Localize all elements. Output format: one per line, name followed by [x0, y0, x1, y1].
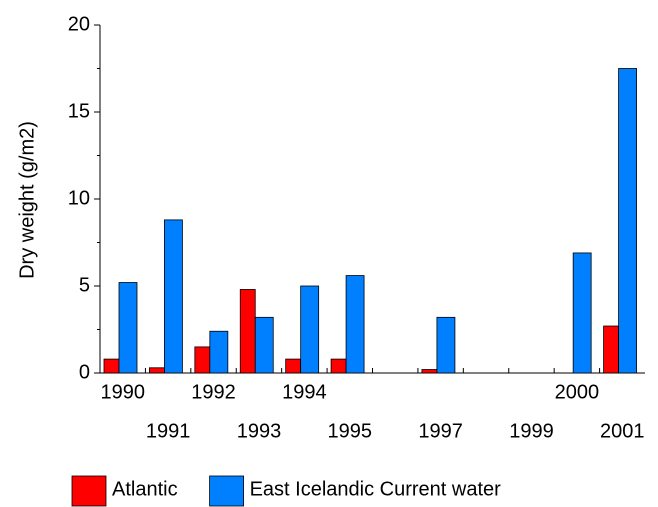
- y-tick-label: 10: [68, 187, 90, 209]
- bar: [149, 367, 165, 374]
- bar: [209, 330, 229, 374]
- x-tick-label: 1994: [282, 381, 327, 403]
- y-tick-label: 20: [68, 13, 90, 35]
- x-tick-label: 1990: [100, 381, 145, 403]
- bar: [330, 358, 347, 374]
- bar: [345, 275, 365, 374]
- bar: [603, 325, 619, 374]
- x-tick-label: 1999: [509, 420, 554, 442]
- legend-swatch: [71, 475, 107, 507]
- y-tick-label: 5: [79, 274, 90, 296]
- bar: [421, 369, 438, 374]
- legend-label: Atlantic: [112, 478, 178, 500]
- x-tick-label: 1997: [418, 420, 463, 442]
- bar: [194, 346, 211, 374]
- x-tick-label: 1991: [146, 420, 191, 442]
- bar: [572, 252, 592, 374]
- bar: [618, 68, 637, 374]
- bar: [254, 316, 274, 374]
- y-axis-label: Dry weight (g/m2): [16, 121, 38, 279]
- legend-label: East Icelandic Current water: [250, 478, 502, 500]
- x-tick-label: 1993: [237, 420, 282, 442]
- bar: [300, 285, 320, 374]
- bar: [285, 358, 302, 374]
- x-tick-label: 2001: [600, 420, 645, 442]
- y-tick-label: 0: [79, 361, 90, 383]
- x-tick-label: 1995: [328, 420, 373, 442]
- y-tick-label: 15: [68, 100, 90, 122]
- bar: [436, 316, 456, 374]
- bar: [118, 282, 138, 374]
- bar: [164, 219, 183, 374]
- x-tick-label: 2000: [555, 381, 600, 403]
- x-tick-label: 1992: [191, 381, 236, 403]
- bar: [103, 358, 120, 374]
- legend-swatch: [209, 475, 244, 507]
- bar: [239, 289, 256, 374]
